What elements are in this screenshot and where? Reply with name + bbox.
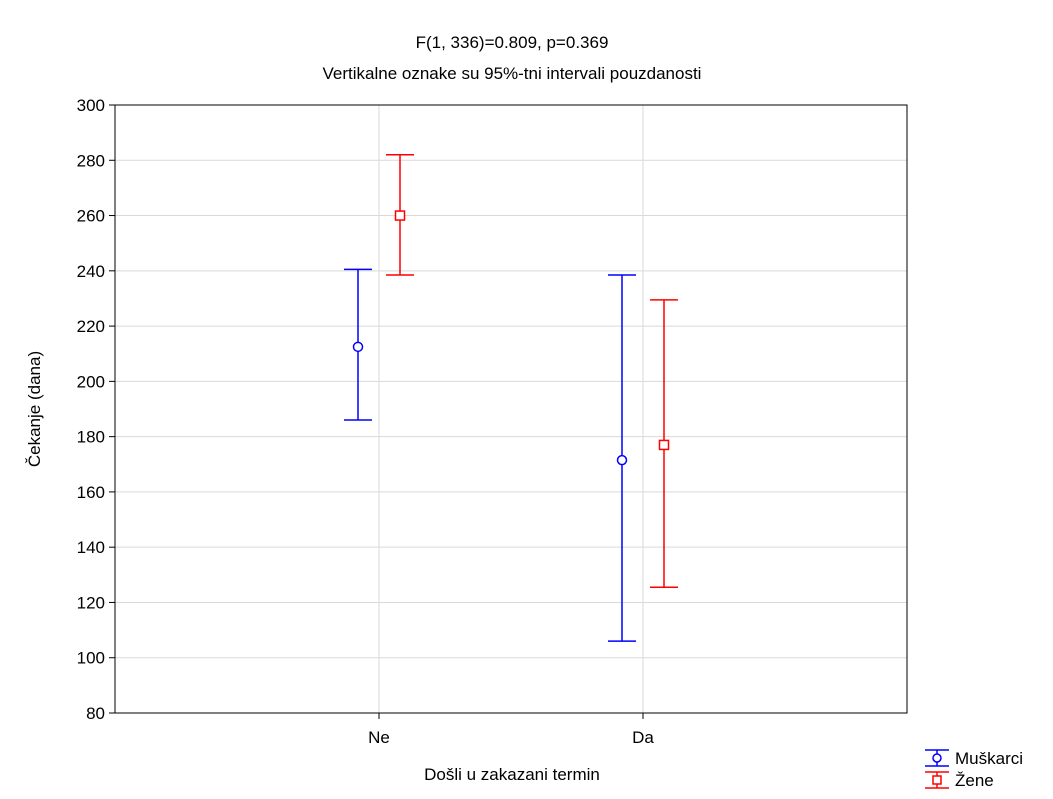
mean-marker: [394, 210, 406, 221]
y-tick-label: 200: [77, 372, 105, 391]
x-tick-label: Ne: [368, 728, 390, 747]
legend-label: Žene: [955, 771, 994, 790]
series-1: [386, 153, 678, 589]
legend-item: Muškarci: [925, 749, 1023, 768]
plot-area: [114, 104, 908, 714]
mean-marker: [658, 439, 670, 451]
series: [344, 153, 678, 642]
chart-subtitle: Vertikalne oznake su 95%-tni intervali p…: [323, 64, 702, 83]
legend-item: Žene: [925, 771, 994, 790]
x-tick-label: Da: [632, 728, 654, 747]
legend-label: Muškarci: [955, 749, 1023, 768]
legend-marker: [932, 753, 942, 763]
y-tick-label: 220: [77, 317, 105, 336]
y-tick-label: 300: [77, 96, 105, 115]
mean-marker: [616, 454, 628, 466]
y-tick-label: 240: [77, 262, 105, 281]
gridlines: [115, 105, 907, 713]
y-tick-label: 100: [77, 649, 105, 668]
y-tick-label: 180: [77, 428, 105, 447]
y-tick-label: 260: [77, 207, 105, 226]
y-tick-label: 160: [77, 483, 105, 502]
y-tick-label: 140: [77, 538, 105, 557]
x-axis-label: Došli u zakazani termin: [424, 765, 600, 784]
y-axis-ticks: 80 100 120 140 160 180 200 220 240 260 280 300: [77, 96, 115, 723]
legend: Muškarci Žene: [925, 749, 1023, 790]
y-tick-label: 80: [86, 704, 105, 723]
chart-title: F(1, 336)=0.809, p=0.369: [416, 33, 609, 52]
y-axis-label: Čekanje (dana): [25, 351, 44, 467]
y-tick-label: 120: [77, 593, 105, 612]
y-tick-label: 280: [77, 151, 105, 170]
legend-marker: [932, 775, 942, 785]
mean-marker: [352, 341, 364, 353]
x-axis-ticks: Ne Da: [368, 713, 654, 747]
series-0: [344, 268, 636, 642]
